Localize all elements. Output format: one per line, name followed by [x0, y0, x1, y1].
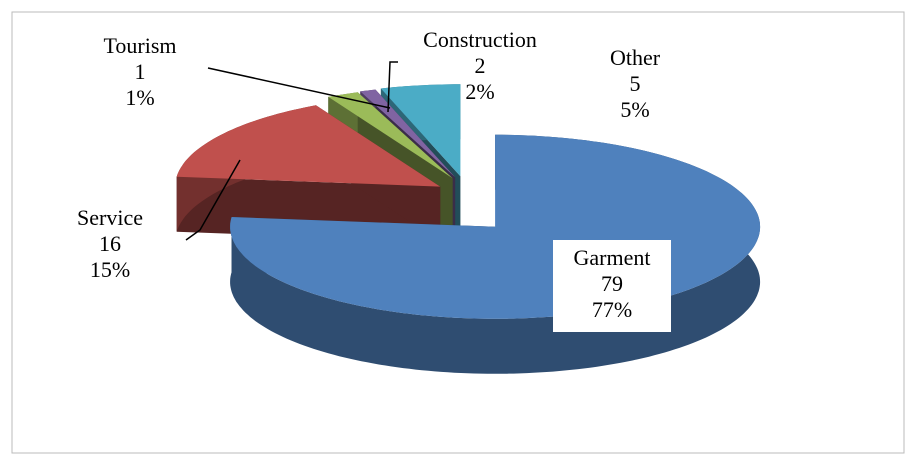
category-label: Construction	[423, 27, 537, 52]
leader-line	[387, 61, 398, 113]
leader-line	[185, 159, 241, 241]
slice	[328, 92, 453, 179]
value-label: 16	[99, 231, 121, 256]
value-label: 79	[601, 271, 623, 296]
leader-line	[207, 67, 391, 109]
slice	[380, 84, 461, 177]
category-label: Tourism	[103, 33, 176, 58]
percent-label: 2%	[465, 79, 494, 104]
label-box	[553, 240, 671, 332]
category-label: Other	[610, 45, 661, 70]
labels: Garment7977%Service1615%Construction22%T…	[77, 27, 661, 322]
percent-label: 15%	[90, 257, 130, 282]
category-label: Garment	[574, 245, 651, 270]
value-label: 5	[630, 71, 641, 96]
percent-label: 5%	[620, 97, 649, 122]
value-label: 1	[135, 59, 146, 84]
percent-label: 1%	[125, 85, 154, 110]
value-label: 2	[475, 53, 486, 78]
slice	[176, 105, 441, 187]
slice	[360, 89, 456, 178]
percent-label: 77%	[592, 297, 632, 322]
category-label: Service	[77, 205, 143, 230]
